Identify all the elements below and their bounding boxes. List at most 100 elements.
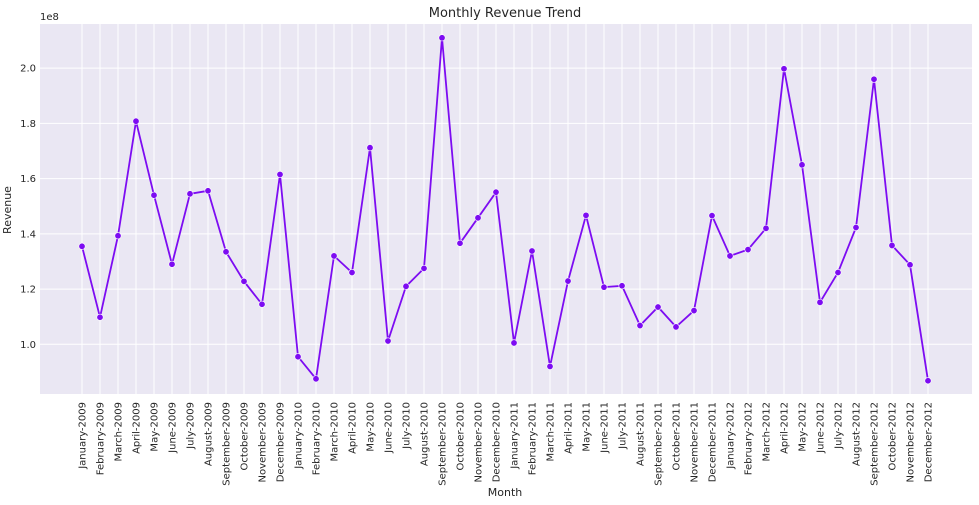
x-tick-label: May-2009 [150,402,161,452]
data-point [420,264,428,272]
x-tick-label: November-2011 [690,402,701,482]
data-point [186,190,194,198]
data-point [132,117,140,125]
data-point [492,188,500,196]
data-point [258,300,266,308]
data-point [114,232,122,240]
y-axis-label: Revenue [1,186,14,234]
data-point [366,144,374,152]
data-point [780,65,788,73]
x-tick-label: May-2011 [582,402,593,452]
x-tick-label: January-2009 [78,402,89,470]
x-tick-label: September-2010 [438,402,449,486]
data-point [852,224,860,232]
data-point [150,191,158,199]
x-tick-label: April-2010 [348,402,359,454]
data-point [168,260,176,268]
data-point [636,322,644,330]
data-point [204,187,212,195]
data-point [546,362,554,370]
x-tick-label: February-2011 [528,402,539,475]
data-point [438,34,446,42]
data-point [528,247,536,255]
y-tick-label: 1.8 [20,119,36,130]
x-tick-label: August-2011 [636,402,647,466]
data-point [834,269,842,277]
data-point [690,307,698,315]
x-tick-label: October-2010 [456,402,467,470]
data-point [906,261,914,269]
data-point [744,246,752,254]
series-line [81,37,929,381]
data-point [762,224,770,232]
data-point [330,252,338,260]
x-tick-label: July-2009 [186,402,197,450]
x-tick-label: May-2010 [366,402,377,452]
x-tick-label: February-2009 [96,402,107,475]
data-point [870,75,878,83]
x-tick-label: April-2012 [780,402,791,454]
x-tick-label: June-2012 [816,402,827,454]
x-tick-label: May-2012 [798,402,809,452]
data-point [276,170,284,178]
x-tick-label: December-2011 [708,402,719,482]
x-tick-label: November-2009 [258,402,269,482]
x-tick-label: August-2012 [852,402,863,466]
data-point [312,375,320,383]
chart-title: Monthly Revenue Trend [429,6,582,21]
data-point [924,377,932,385]
data-point [456,239,464,247]
data-point [582,211,590,219]
x-tick-label: September-2011 [654,402,665,486]
data-point [564,277,572,285]
x-tick-label: April-2009 [132,402,143,454]
grid [40,24,972,394]
x-tick-label: March-2009 [114,402,125,462]
data-point [726,252,734,260]
data-point [618,282,626,290]
x-tick-label: February-2010 [312,402,323,475]
data-point [672,323,680,331]
data-point [474,214,482,222]
x-tick-label: October-2009 [240,402,251,470]
data-point [402,282,410,290]
data-point [708,212,716,220]
data-point [294,353,302,361]
x-tick-label: July-2011 [618,402,629,450]
data-point [600,283,608,291]
x-tick-label: January-2010 [294,402,305,470]
y-tick-label: 1.6 [20,174,36,185]
data-point [78,242,86,250]
x-tick-label: September-2009 [222,402,233,486]
x-tick-label: November-2010 [474,402,485,482]
x-tick-label: December-2009 [276,402,287,482]
x-tick-label: January-2011 [510,402,521,470]
data-point [384,337,392,345]
x-tick-label: December-2012 [924,402,935,482]
x-axis-label: Month [488,486,523,499]
x-tick-label: June-2009 [168,402,179,454]
data-point [798,161,806,169]
x-tick-label: April-2011 [564,402,575,454]
data-point [510,339,518,347]
x-tick-label: January-2012 [726,402,737,470]
y-offset-label: 1e8 [40,12,59,23]
x-tick-label: March-2010 [330,402,341,462]
data-point [888,241,896,249]
data-point [348,269,356,277]
x-tick-label: August-2010 [420,402,431,466]
x-ticks: January-2009 February-2009 March-2009 April… [78,402,935,486]
x-tick-label: March-2011 [546,402,557,462]
x-tick-label: December-2010 [492,402,503,482]
data-point [816,298,824,306]
x-tick-label: July-2012 [834,402,845,450]
y-tick-label: 2.0 [20,64,36,75]
data-point [240,277,248,285]
x-tick-label: October-2011 [672,402,683,470]
data-point [222,248,230,256]
x-tick-label: June-2011 [600,402,611,454]
x-tick-label: September-2012 [870,402,881,486]
x-tick-label: July-2010 [402,402,413,450]
x-tick-label: August-2009 [204,402,215,466]
